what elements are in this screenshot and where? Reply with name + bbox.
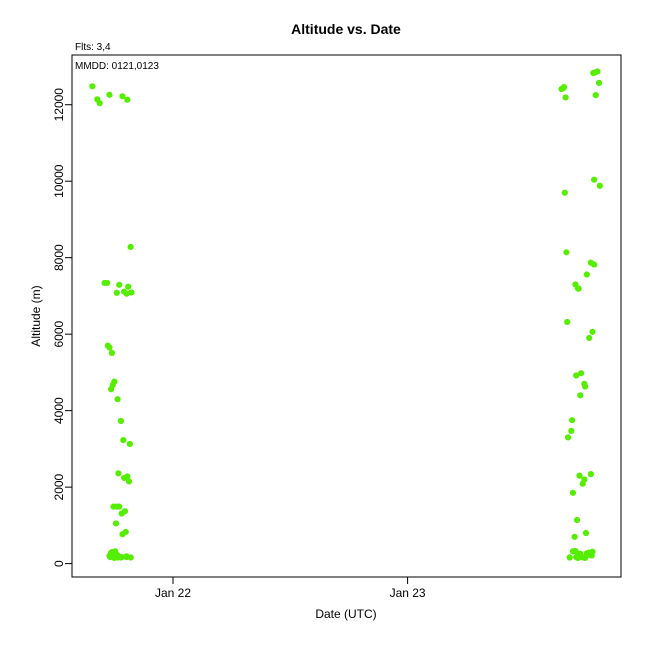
data-point (577, 392, 584, 399)
y-tick-label: 8000 (52, 244, 66, 271)
data-point (128, 289, 135, 296)
y-axis: 0 2000 4000 6000 8000 10000 12000 (52, 88, 72, 567)
data-point (564, 318, 571, 326)
data-point (117, 417, 124, 425)
data-point (566, 554, 573, 561)
data-point (561, 189, 568, 196)
flights-annotation: Flts: 3,4 (75, 42, 111, 53)
data-point (586, 334, 593, 342)
data-point (121, 474, 128, 482)
data-point (583, 550, 590, 557)
data-point (113, 503, 120, 510)
data-point (120, 436, 127, 444)
data-point (96, 100, 103, 107)
data-point (113, 289, 120, 296)
x-tick-label: Jan 22 (155, 586, 191, 600)
data-point (583, 271, 590, 278)
data-point (126, 440, 133, 448)
data-point (121, 508, 129, 515)
data-point (106, 91, 113, 98)
data-point (124, 96, 131, 103)
data-point (123, 290, 130, 297)
data-point (577, 370, 585, 377)
x-axis: Jan 22 Jan 23 (155, 577, 426, 600)
data-point (560, 84, 568, 91)
data-point (574, 285, 581, 292)
data-point (571, 533, 578, 540)
data-point (125, 478, 133, 485)
data-point (118, 554, 125, 561)
data-point (579, 480, 586, 487)
data-point (573, 516, 581, 524)
data-point (573, 372, 580, 379)
data-point (568, 427, 575, 435)
data-point (581, 380, 588, 387)
data-point (576, 472, 583, 479)
chart-title: Altitude vs. Date (291, 21, 401, 37)
data-point (582, 529, 590, 537)
data-point (562, 94, 569, 101)
y-tick-label: 4000 (52, 397, 66, 424)
y-tick-label: 12000 (52, 88, 66, 122)
data-point (596, 182, 603, 189)
y-tick-label: 6000 (52, 320, 66, 347)
data-point (127, 243, 134, 251)
data-point (564, 434, 572, 441)
data-point (594, 68, 601, 75)
data-point (108, 349, 116, 357)
data-points (89, 68, 603, 561)
data-point (125, 283, 132, 290)
data-point (119, 93, 126, 100)
data-point (577, 550, 584, 557)
data-point (107, 549, 115, 557)
data-point (104, 342, 111, 349)
data-point (569, 489, 577, 496)
plot-frame (71, 54, 622, 578)
data-point (592, 92, 599, 99)
data-point (595, 79, 603, 87)
data-point (116, 281, 123, 288)
y-axis-label: Altitude (m) (29, 285, 43, 346)
data-point (569, 417, 576, 424)
date-annotation: MMDD: 0121,0123 (75, 61, 159, 72)
x-tick-label: Jan 23 (390, 586, 426, 600)
data-point (119, 531, 126, 538)
y-tick-label: 2000 (52, 473, 66, 500)
y-tick-label: 10000 (52, 164, 66, 198)
data-point (563, 249, 570, 256)
data-point (587, 259, 594, 266)
data-point (112, 520, 120, 527)
data-point (591, 176, 598, 183)
data-point (589, 328, 596, 335)
data-point (572, 547, 579, 555)
data-point (89, 83, 96, 90)
x-axis-label: Date (UTC) (315, 607, 376, 621)
y-tick-label: 0 (52, 560, 66, 567)
data-point (115, 470, 122, 477)
data-point (101, 279, 108, 287)
data-point (114, 396, 121, 403)
data-point (123, 553, 130, 560)
data-point (587, 471, 594, 478)
data-point (111, 378, 118, 385)
